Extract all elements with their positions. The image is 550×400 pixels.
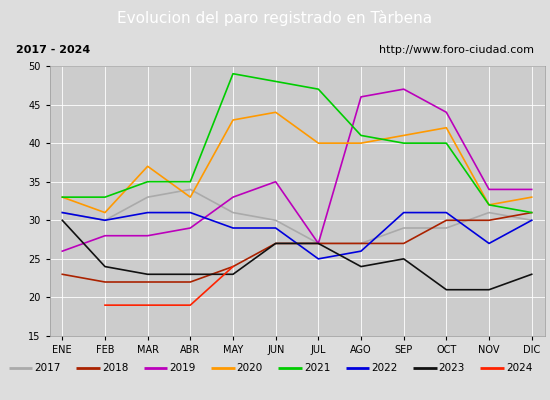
- Text: http://www.foro-ciudad.com: http://www.foro-ciudad.com: [379, 45, 534, 55]
- Text: 2023: 2023: [439, 363, 465, 373]
- Text: Evolucion del paro registrado en Tàrbena: Evolucion del paro registrado en Tàrbena: [118, 10, 432, 26]
- Text: 2018: 2018: [102, 363, 128, 373]
- Text: 2024: 2024: [506, 363, 532, 373]
- Text: 2022: 2022: [371, 363, 398, 373]
- Text: 2019: 2019: [169, 363, 196, 373]
- Text: 2021: 2021: [304, 363, 331, 373]
- Text: 2020: 2020: [236, 363, 263, 373]
- Text: 2017: 2017: [35, 363, 61, 373]
- Text: 2017 - 2024: 2017 - 2024: [16, 45, 91, 55]
